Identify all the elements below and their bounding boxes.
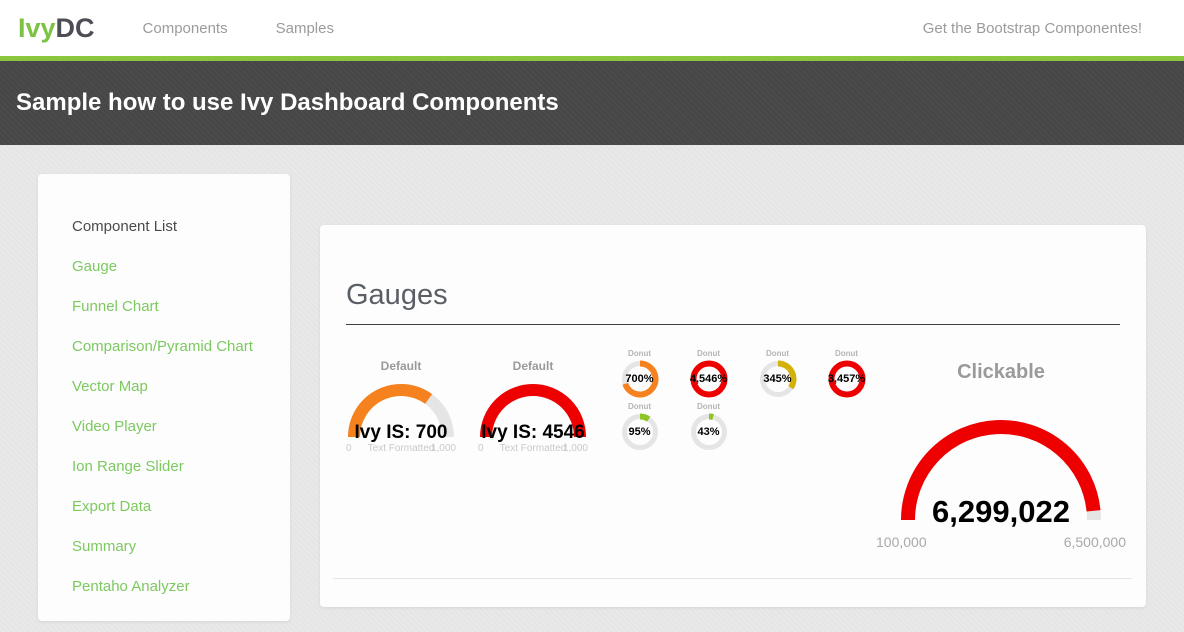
nav-item-samples[interactable]: Samples: [275, 19, 334, 37]
sidebar-item-ion-range-slider[interactable]: Ion Range Slider: [72, 458, 184, 475]
donut-gauge-2: Donut 4,546%: [674, 349, 743, 402]
gauge-sub-label: Text Formatted: [367, 443, 435, 454]
main-card: Gauges Default Ivy IS: 700 0 Text Formatted…: [320, 225, 1146, 607]
clickable-gauge-scale: 100,000 6,500,000: [876, 534, 1126, 550]
section-title-gauges: Gauges: [346, 279, 1120, 325]
gauge-min-label: 0: [478, 443, 484, 454]
donut-svg: [759, 360, 796, 397]
donut-value: 3,457%: [827, 373, 866, 385]
clickable-gauge-value: 6,299,022: [932, 494, 1070, 529]
default-gauge-1: Default Ivy IS: 700 0 Text Formatted 1,000: [346, 359, 456, 457]
gauge-title: Default: [512, 359, 554, 373]
sidebar-item-export-data[interactable]: Export Data: [72, 498, 152, 515]
donut-gauge-4: Donut 3,457%: [812, 349, 881, 402]
gauge-value: Ivy IS: 4546: [481, 422, 585, 443]
gauge-scale: 0 Text Formatted 1,000: [346, 443, 456, 457]
sidebar-title: Component List: [72, 218, 178, 235]
donut-arc-area: 700%: [621, 360, 659, 398]
gauge-arc-area: Ivy IS: 700: [346, 380, 456, 443]
donut-arc-area: 43%: [690, 413, 728, 451]
sidebar-card: Component List Gauge Funnel Chart Compar…: [38, 174, 290, 621]
gauge-cluster: Default Ivy IS: 700 0 Text Formatted 1,000 D…: [346, 347, 1126, 557]
donut-svg: [621, 360, 658, 398]
gauge-min-label: 0: [346, 443, 352, 454]
clickable-gauge-min-label: 100,000: [876, 534, 927, 550]
gauge-arc-area: Ivy IS: 4546: [478, 380, 588, 443]
donut-svg: [690, 360, 727, 398]
page-title: Sample how to use Ivy Dashboard Componen…: [16, 89, 559, 116]
donut-arc-area: 4,546%: [690, 360, 728, 398]
donut-arc-area: 95%: [621, 413, 659, 451]
app-logo[interactable]: IvyDC: [18, 13, 95, 44]
donut-title: Donut: [834, 349, 859, 358]
donut-value: 43%: [697, 426, 720, 438]
header-banner: Sample how to use Ivy Dashboard Componen…: [0, 61, 1184, 145]
donut-arc-area: 3,457%: [828, 360, 866, 398]
sidebar-item-pentaho-analyzer[interactable]: Pentaho Analyzer: [72, 578, 190, 595]
donut-gauge-1: Donut 700%: [605, 349, 674, 402]
donut-title: Donut: [765, 349, 790, 358]
default-gauge-2: Default Ivy IS: 4546 0 Text Formatted 1,000: [478, 359, 588, 457]
sidebar-item-gauge[interactable]: Gauge: [72, 258, 118, 275]
sidebar-item-video-player[interactable]: Video Player: [72, 418, 157, 435]
donut-arc-area: 345%: [759, 360, 797, 398]
clickable-gauge-arc-area[interactable]: 6,299,022: [881, 410, 1121, 529]
donut-svg: [828, 360, 865, 398]
donut-gauge-grid: Donut 700% Donut 4,546% Donut 345% Donut 3,457%…: [605, 349, 881, 455]
donut-svg: [621, 413, 658, 450]
donut-value: 345%: [763, 373, 792, 385]
logo-dc: DC: [55, 12, 95, 43]
donut-title: Donut: [627, 402, 652, 411]
gauge-max-label: 1,000: [430, 443, 456, 454]
clickable-gauge-svg[interactable]: [881, 410, 1121, 526]
donut-svg: [690, 413, 727, 450]
donut-value: 700%: [625, 373, 654, 385]
donut-gauge-6: Donut 43%: [674, 402, 743, 455]
sidebar-item-summary[interactable]: Summary: [72, 538, 137, 555]
gauge-title: Default: [380, 359, 422, 373]
clickable-gauge[interactable]: Clickable 6,299,022 100,000 6,500,000: [876, 361, 1126, 550]
navbar-cta-link[interactable]: Get the Bootstrap Componentes!: [922, 19, 1142, 37]
gauge-svg: [480, 384, 586, 438]
logo-ivy: Ivy: [18, 12, 56, 43]
donut-value: 95%: [628, 426, 651, 438]
donut-gauge-5: Donut 95%: [605, 402, 674, 455]
gauge-max-label: 1,000: [562, 443, 588, 454]
gauge-sub-label: Text Formatted: [499, 443, 567, 454]
sidebar-item-funnel-chart[interactable]: Funnel Chart: [72, 298, 159, 315]
gauge-scale: 0 Text Formatted 1,000: [478, 443, 588, 457]
sidebar-item-vector-map[interactable]: Vector Map: [72, 378, 148, 395]
donut-gauge-3: Donut 345%: [743, 349, 812, 402]
navbar: IvyDC Components Samples Get the Bootstr…: [0, 0, 1184, 56]
donut-value: 4,546%: [689, 373, 728, 385]
sidebar-item-comparison-pyramid-chart[interactable]: Comparison/Pyramid Chart: [72, 338, 253, 355]
accent-divider: [0, 56, 1184, 61]
nav-links: Components Samples: [119, 20, 358, 37]
bottom-divider: [333, 578, 1132, 579]
donut-title: Donut: [627, 349, 652, 358]
gauge-svg: [348, 384, 454, 438]
gauge-value: Ivy IS: 700: [354, 422, 448, 443]
nav-item-components[interactable]: Components: [142, 19, 228, 37]
donut-title: Donut: [696, 349, 721, 358]
clickable-gauge-max-label: 6,500,000: [1063, 534, 1126, 550]
donut-title: Donut: [696, 402, 721, 411]
clickable-gauge-title: Clickable: [957, 361, 1045, 383]
